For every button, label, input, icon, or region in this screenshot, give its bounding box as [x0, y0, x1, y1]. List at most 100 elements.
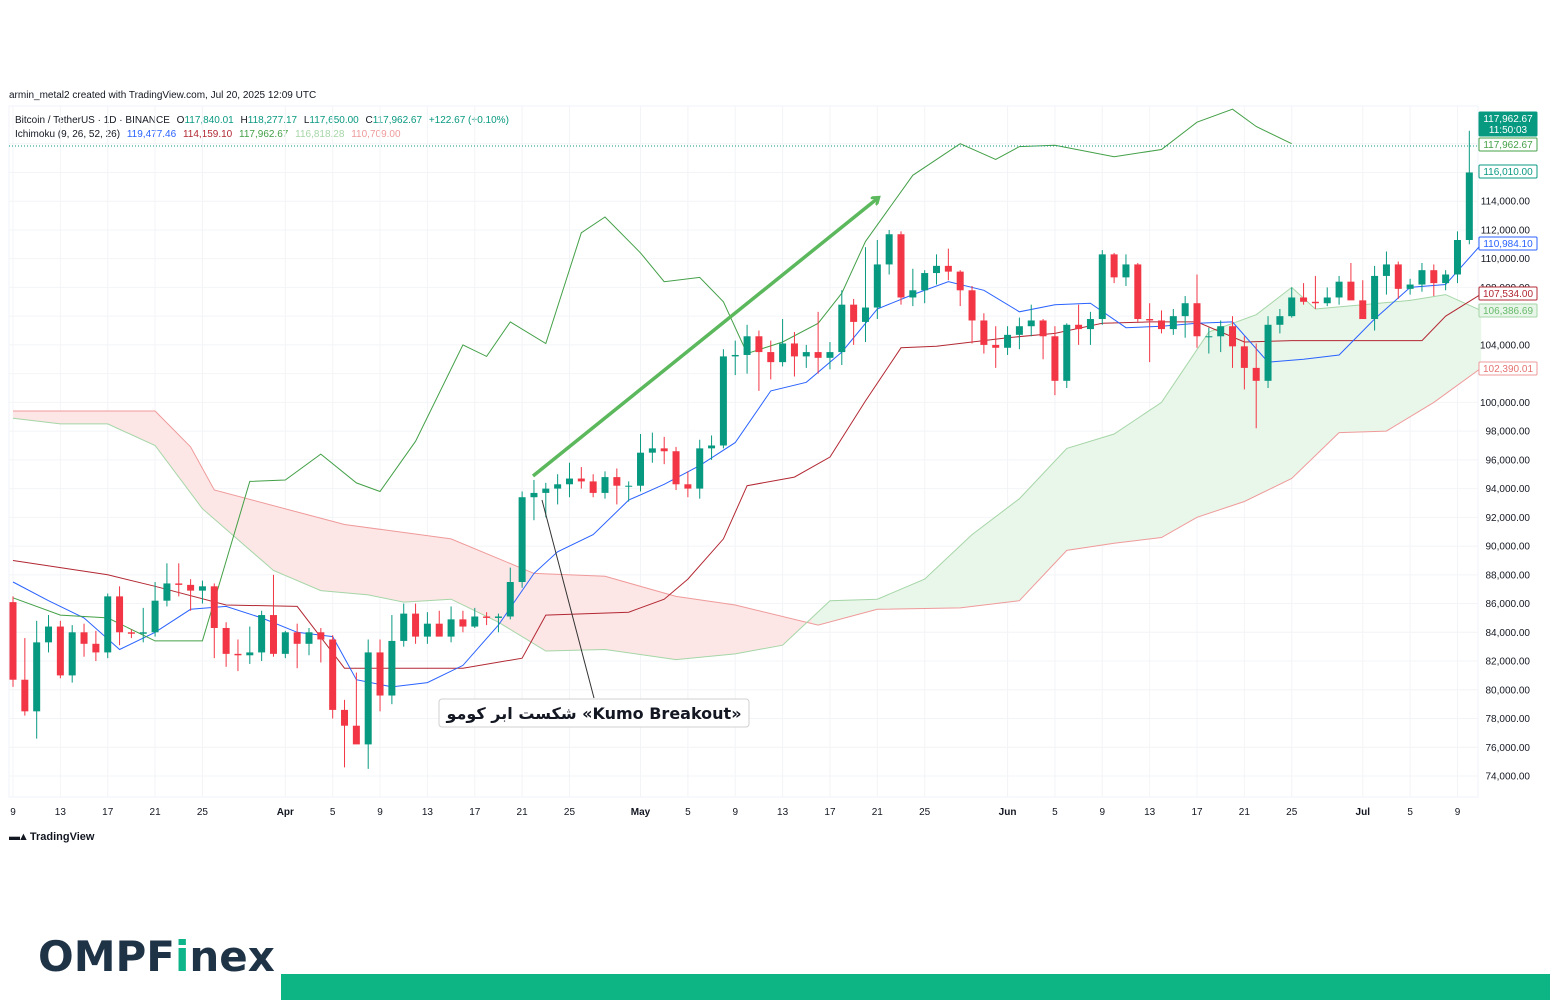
candle-down[interactable] [175, 583, 183, 585]
candle-up[interactable] [885, 234, 893, 265]
candle-down[interactable] [1311, 301, 1319, 304]
candle-up[interactable] [163, 583, 171, 601]
candle-up[interactable] [1276, 316, 1284, 325]
candle-up[interactable] [506, 582, 514, 617]
candle-up[interactable] [151, 600, 159, 633]
annotation-callout[interactable]: شکست ابر کومو «Kumo Breakout» [438, 698, 750, 728]
candle-up[interactable] [281, 632, 289, 654]
candle-down[interactable] [352, 725, 360, 745]
candle-down[interactable] [459, 619, 467, 627]
candle-up[interactable] [139, 632, 147, 634]
candle-down[interactable] [1051, 336, 1059, 381]
candle-up[interactable] [364, 652, 372, 745]
candle-down[interactable] [1347, 281, 1355, 301]
candle-down[interactable] [767, 352, 775, 363]
candle-up[interactable] [447, 619, 455, 637]
candle-up[interactable] [1004, 334, 1012, 348]
candle-down[interactable] [1075, 324, 1083, 330]
candle-up[interactable] [873, 264, 881, 308]
candle-down[interactable] [968, 290, 976, 321]
candle-down[interactable] [483, 616, 491, 618]
candle-down[interactable] [56, 626, 64, 676]
candle-down[interactable] [116, 596, 124, 633]
candle-up[interactable] [388, 640, 396, 696]
candle-down[interactable] [1430, 270, 1438, 284]
candle-up[interactable] [1406, 284, 1414, 289]
candle-up[interactable] [554, 484, 562, 489]
candle-up[interactable] [861, 307, 869, 322]
candle-up[interactable] [1205, 336, 1213, 338]
candle-down[interactable] [1359, 300, 1367, 320]
candle-down[interactable] [755, 336, 763, 353]
candle-up[interactable] [1122, 264, 1130, 278]
candle-up[interactable] [400, 613, 408, 641]
candle-up[interactable] [1063, 324, 1071, 381]
candle-down[interactable] [850, 304, 858, 322]
candle-down[interactable] [1394, 264, 1402, 289]
candle-down[interactable] [341, 709, 349, 726]
candle-up[interactable] [305, 632, 313, 644]
candle-up[interactable] [542, 488, 550, 493]
candle-down[interactable] [956, 271, 964, 291]
candle-down[interactable] [80, 632, 88, 644]
candle-down[interactable] [814, 352, 822, 358]
candle-up[interactable] [1217, 326, 1225, 337]
candle-up[interactable] [1323, 297, 1331, 304]
candle-up[interactable] [601, 477, 609, 493]
price-chart[interactable]: شکست ابر کومو «Kumo Breakout» 74,000.00 7… [0, 0, 1550, 830]
candle-down[interactable] [127, 632, 135, 634]
candle-down[interactable] [1240, 346, 1248, 368]
candle-up[interactable] [921, 273, 929, 291]
indicator-title[interactable]: Ichimoku (9, 26, 52, 26) [15, 129, 121, 140]
candle-down[interactable] [21, 679, 29, 712]
candle-up[interactable] [1442, 274, 1450, 284]
candle-down[interactable] [1157, 320, 1165, 330]
candle-up[interactable] [1288, 297, 1296, 317]
candle-up[interactable] [494, 616, 502, 618]
candle-down[interactable] [293, 632, 301, 644]
candle-up[interactable] [1169, 316, 1177, 330]
candle-up[interactable] [696, 448, 704, 489]
candle-up[interactable] [565, 478, 573, 485]
candle-down[interactable] [589, 481, 597, 493]
candle-up[interactable] [708, 445, 716, 449]
candle-down[interactable] [9, 602, 17, 680]
candle-down[interactable] [92, 643, 100, 653]
candle-up[interactable] [838, 304, 846, 353]
candle-down[interactable] [1134, 264, 1142, 320]
candle-down[interactable] [435, 623, 443, 637]
candle-up[interactable] [743, 336, 751, 355]
candle-up[interactable] [731, 354, 739, 357]
candle-up[interactable] [258, 615, 266, 653]
candle-up[interactable] [104, 596, 112, 653]
candle-down[interactable] [1300, 297, 1308, 302]
candle-up[interactable] [719, 356, 727, 446]
candle-down[interactable] [376, 652, 384, 696]
candle-down[interactable] [613, 477, 621, 486]
candle-down[interactable] [269, 615, 277, 654]
candle-down[interactable] [790, 343, 798, 357]
candle-down[interactable] [577, 478, 585, 482]
symbol-title[interactable]: Bitcoin / TetherUS · 1D · BINANCE [15, 115, 170, 126]
candle-up[interactable] [68, 632, 76, 676]
candle-up[interactable] [933, 265, 941, 274]
candle-down[interactable] [1146, 319, 1154, 321]
candle-up[interactable] [1181, 303, 1189, 317]
candle-up[interactable] [530, 492, 538, 498]
candle-down[interactable] [897, 234, 905, 298]
candle-down[interactable] [1252, 367, 1260, 381]
candle-down[interactable] [187, 584, 195, 591]
candle-down[interactable] [672, 451, 680, 485]
candle-up[interactable] [1453, 239, 1461, 275]
candle-up[interactable] [1465, 172, 1473, 240]
candle-down[interactable] [222, 627, 230, 654]
candle-down[interactable] [992, 344, 1000, 348]
candle-up[interactable] [33, 642, 41, 712]
candle-down[interactable] [684, 484, 692, 489]
candle-up[interactable] [471, 616, 479, 627]
candle-down[interactable] [1193, 303, 1201, 337]
candle-down[interactable] [944, 265, 952, 272]
candle-up[interactable] [826, 352, 834, 358]
candle-up[interactable] [1382, 264, 1390, 276]
candle-up[interactable] [518, 497, 526, 583]
